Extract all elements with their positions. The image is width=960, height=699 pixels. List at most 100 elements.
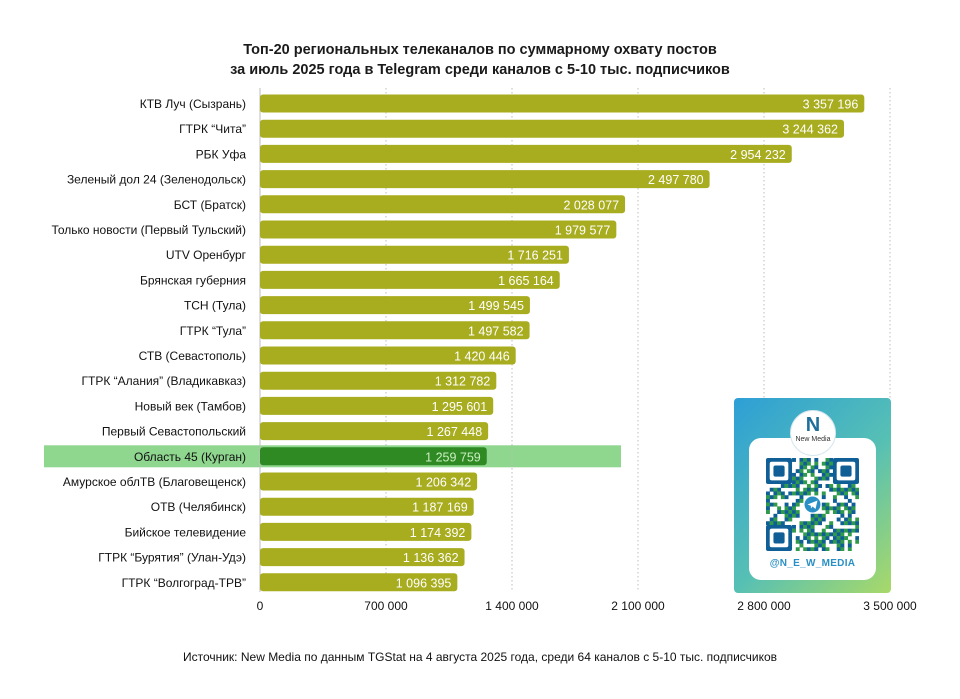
qr-module — [840, 510, 845, 514]
qr-module — [799, 458, 804, 462]
qr-module — [821, 543, 826, 548]
value-label: 1 312 782 — [435, 375, 491, 389]
qr-module — [818, 539, 822, 544]
qr-module — [810, 513, 815, 518]
source-note: Источник: New Media по данным TGStat на … — [182, 650, 778, 664]
qr-module — [792, 476, 796, 481]
qr-module — [832, 510, 837, 514]
category-label: РБК Уфа — [196, 147, 247, 161]
qr-module — [810, 521, 815, 526]
qr-module — [847, 532, 852, 537]
qr-module — [766, 521, 770, 526]
qr-module — [803, 536, 808, 541]
qr-module — [825, 472, 830, 477]
value-label: 1 499 545 — [468, 299, 524, 313]
category-label: Брянская губерния — [140, 273, 246, 287]
qr-module — [799, 480, 804, 485]
qr-module — [855, 528, 859, 533]
qr-module — [814, 461, 819, 466]
qr-module — [836, 510, 841, 514]
qr-module — [829, 521, 834, 526]
qr-module — [847, 528, 852, 533]
qr-module — [766, 502, 770, 507]
qr-module — [836, 528, 841, 533]
qr-module — [818, 476, 822, 481]
qr-module — [844, 495, 849, 500]
x-tick-label: 3 500 000 — [863, 599, 917, 613]
qr-module — [777, 521, 782, 526]
qr-module — [795, 513, 800, 518]
value-label: 1 295 601 — [432, 400, 488, 414]
qr-module — [810, 517, 815, 522]
qr-module — [844, 506, 849, 511]
qr-module — [821, 502, 826, 507]
qr-module — [821, 513, 826, 518]
qr-module — [773, 513, 778, 518]
value-label: 3 357 196 — [803, 98, 859, 112]
qr-module — [821, 491, 826, 496]
qr-module — [821, 506, 826, 511]
qr-module — [773, 521, 778, 526]
qr-module — [825, 465, 830, 470]
qr-module — [844, 528, 849, 533]
qr-module — [855, 487, 859, 492]
qr-module — [832, 528, 837, 533]
qr-module — [840, 543, 845, 548]
chart-title-line-1: Топ-20 региональных телеканалов по сумма… — [243, 42, 717, 58]
qr-module — [818, 469, 822, 474]
qr-module — [799, 461, 804, 466]
qr-module — [780, 484, 785, 488]
qr-module — [840, 528, 845, 533]
category-label: Новый век (Тамбов) — [135, 399, 246, 413]
qr-module — [795, 510, 800, 514]
qr-module — [792, 472, 796, 477]
qr-module — [836, 484, 841, 488]
qr-module — [836, 536, 841, 541]
category-label: ГТРК “Бурятия” (Улан-Удэ) — [98, 551, 246, 565]
qr-module — [825, 532, 830, 537]
qr-code-icon[interactable] — [766, 458, 859, 551]
qr-module — [832, 506, 837, 511]
qr-module — [840, 487, 845, 492]
category-label: ГТРК “Тула” — [180, 324, 246, 338]
qr-module — [821, 476, 826, 481]
qr-module — [855, 491, 859, 496]
qr-module — [795, 536, 800, 541]
qr-module — [821, 495, 826, 500]
qr-module — [821, 532, 826, 537]
qr-handle[interactable]: @N_E_W_MEDIA — [769, 558, 856, 569]
qr-module — [792, 510, 796, 514]
qr-module — [836, 539, 841, 544]
qr-module — [803, 461, 808, 466]
value-label: 1 665 164 — [498, 274, 554, 288]
qr-module — [851, 502, 856, 507]
qr-module — [814, 536, 819, 541]
qr-module — [814, 487, 819, 492]
qr-module — [829, 539, 834, 544]
x-tick-label: 2 100 000 — [611, 599, 665, 613]
bar — [260, 144, 792, 163]
qr-module — [851, 528, 856, 533]
qr-module — [795, 491, 800, 496]
value-label: 2 028 077 — [563, 198, 619, 212]
x-tick-label: 700 000 — [364, 599, 408, 613]
qr-module — [810, 480, 815, 485]
qr-module — [777, 487, 782, 492]
bar — [260, 573, 458, 592]
qr-module — [814, 480, 819, 485]
value-label: 2 954 232 — [730, 148, 786, 162]
qr-module — [825, 506, 830, 511]
qr-module — [821, 469, 826, 474]
x-tick-label: 0 — [257, 599, 264, 613]
qr-module — [792, 491, 796, 496]
qr-module — [780, 510, 785, 514]
bar — [260, 548, 465, 567]
qr-card[interactable]: @N_E_W_MEDIA N New Media — [734, 398, 891, 593]
qr-module — [773, 502, 778, 507]
qr-finder — [773, 532, 785, 544]
qr-module — [840, 491, 845, 496]
qr-module — [829, 532, 834, 537]
value-label: 1 420 446 — [454, 350, 510, 364]
chart-title-line-2: за июль 2025 года в Telegram среди канал… — [230, 62, 730, 78]
qr-module — [803, 465, 808, 470]
